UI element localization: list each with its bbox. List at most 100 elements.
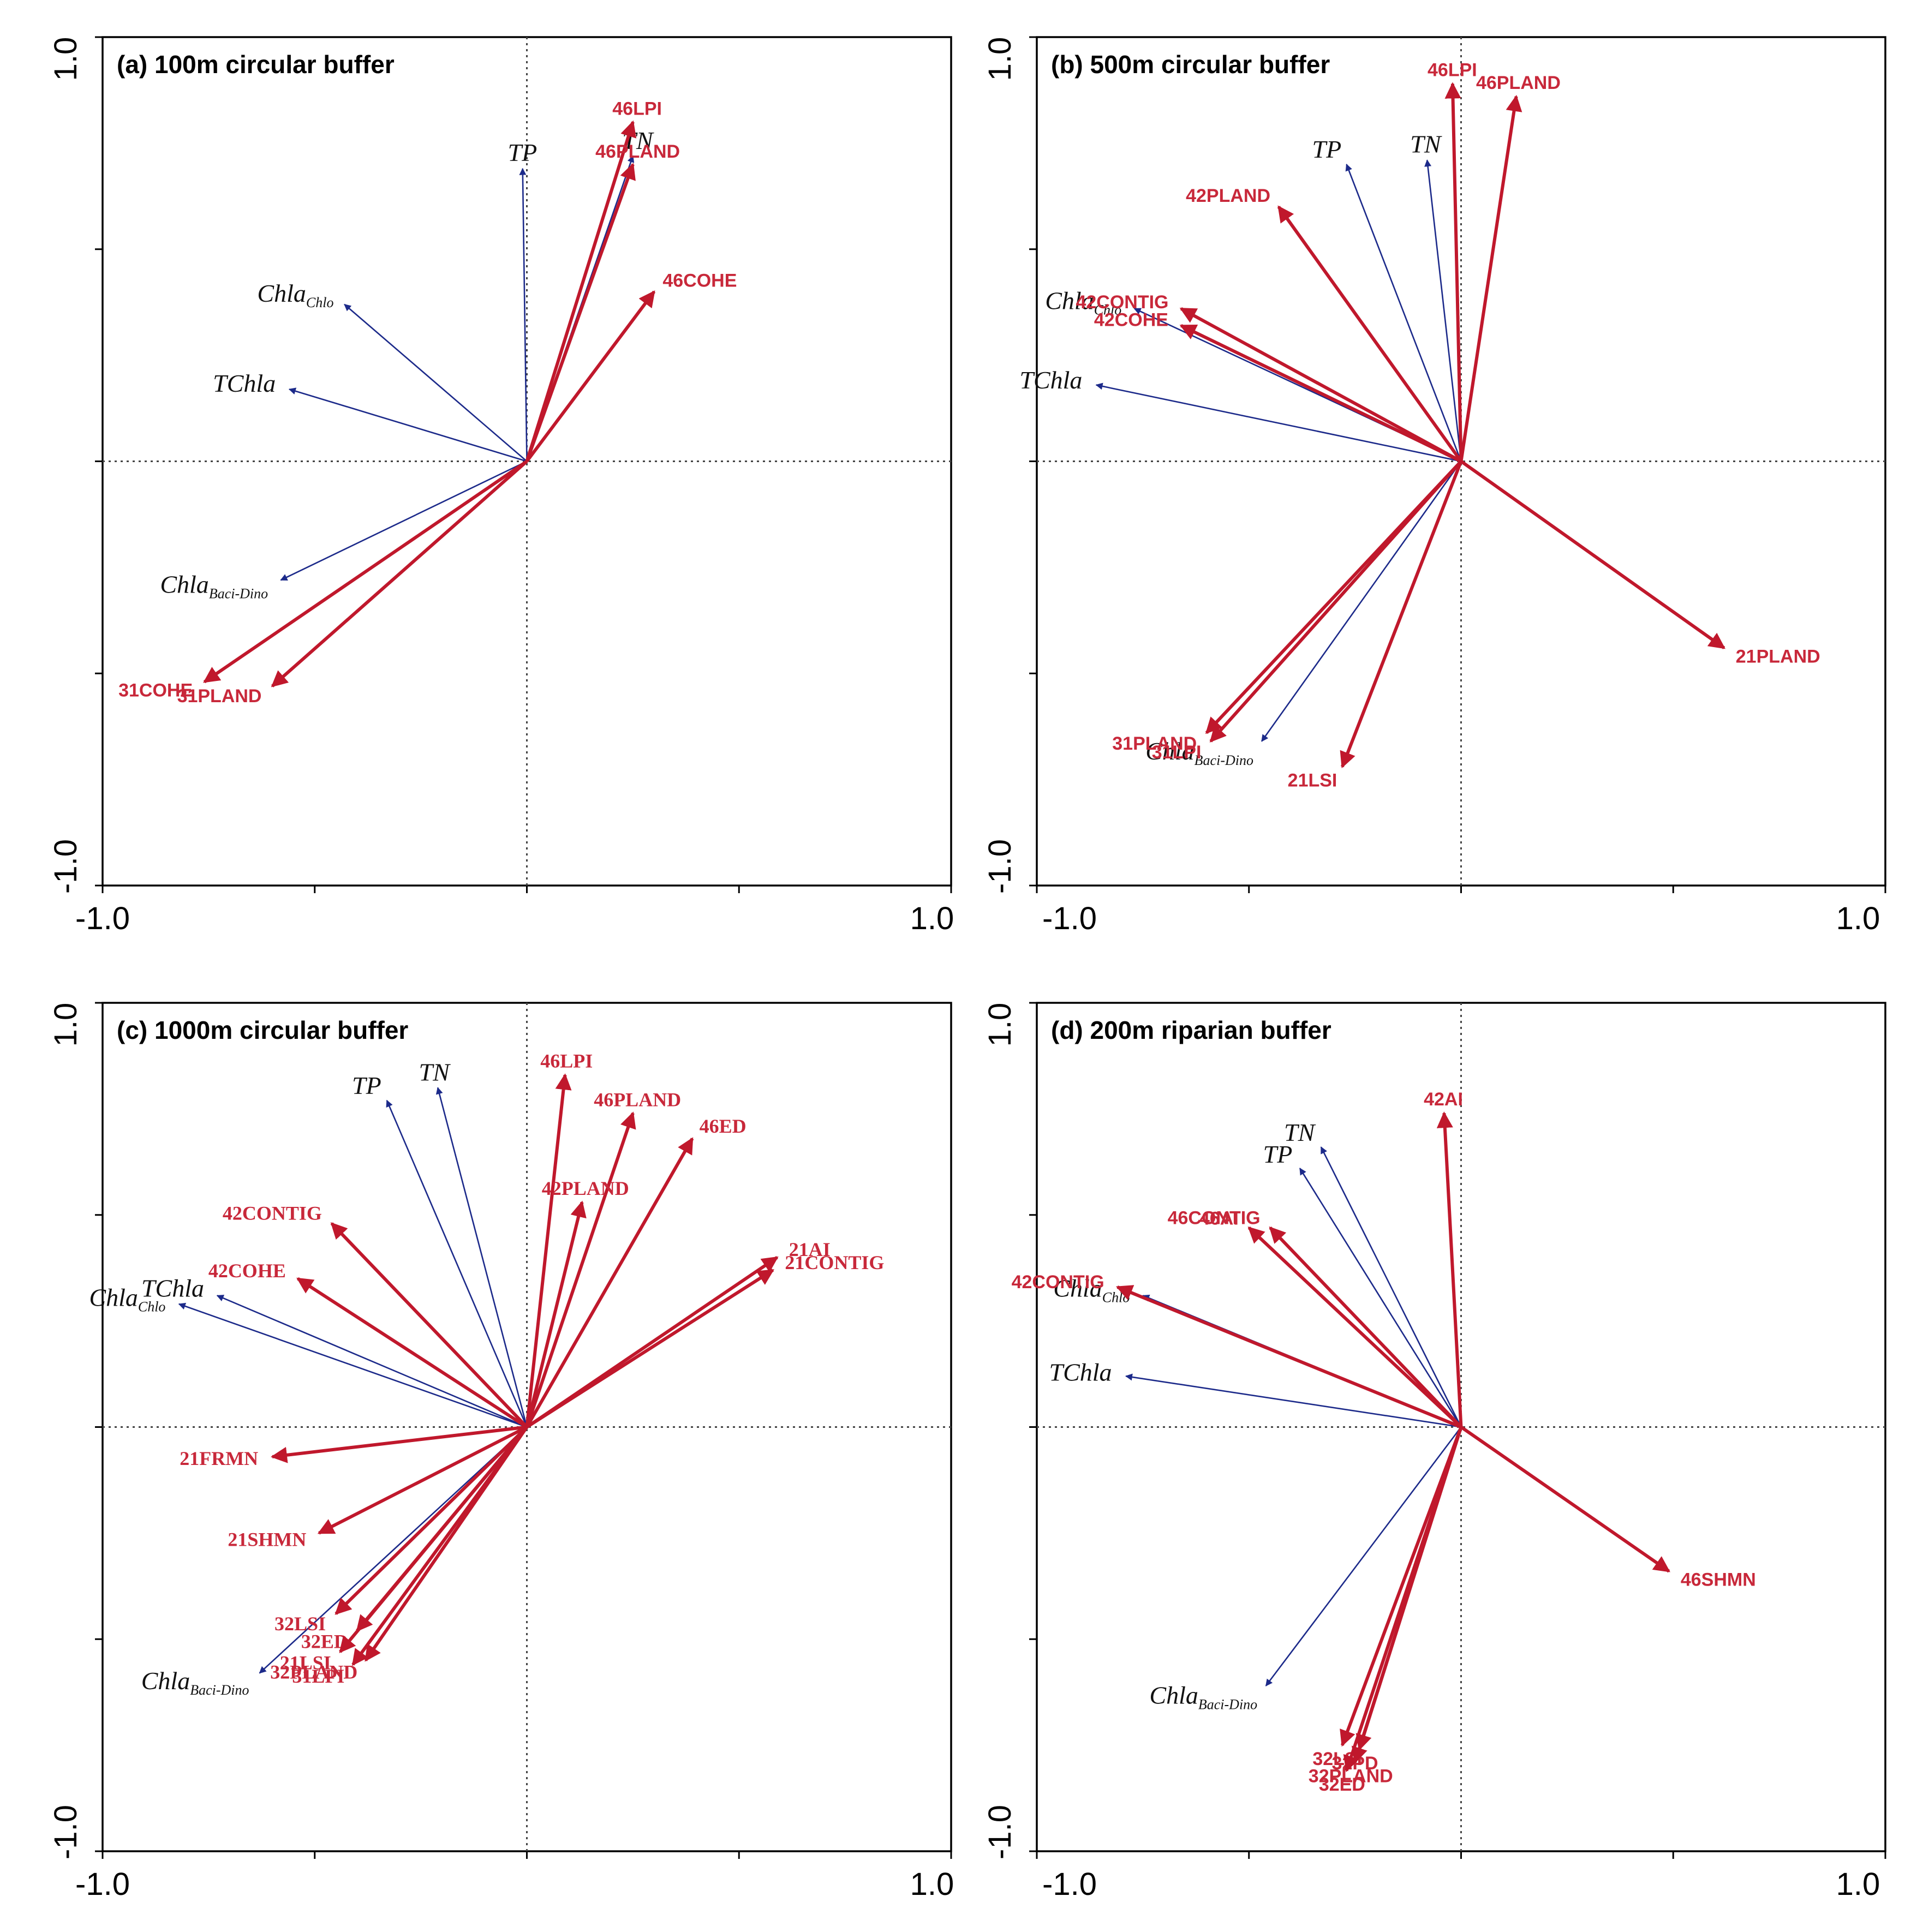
env-label-46shmn: 46SHMN: [1681, 1570, 1756, 1590]
env-arrow-46shmn: [1460, 1426, 1670, 1573]
env-arrow-32ed: [1343, 1426, 1463, 1773]
env-label-42pland: 42PLAND: [542, 1177, 629, 1199]
env-arrow-21frmn: [271, 1425, 527, 1463]
env-label-21pland: 21PLAND: [1736, 647, 1820, 667]
env-arrow-46contig: [1269, 1226, 1462, 1428]
env-label-31lpi: 31LPI: [1152, 742, 1202, 763]
env-label-46pland: 46PLAND: [1476, 73, 1561, 93]
species-name: Chla: [257, 279, 306, 307]
species-label-chla-baci-dino: ChlaBaci-Dino: [160, 571, 268, 602]
panel-b: (b) 500m circular buffer -1.0 1.0 1.0 -1…: [982, 36, 1886, 936]
env-arrow-42contig: [330, 1222, 528, 1428]
env-arrow-21lsi: [1340, 460, 1463, 769]
species-subscript: Baci-Dino: [209, 586, 268, 602]
species-label-tp: TP: [508, 139, 538, 166]
species-label-tp: TP: [352, 1072, 381, 1099]
y-tick-max: 1.0: [982, 37, 1018, 81]
species-label-tchla: TChla: [141, 1274, 204, 1302]
species-name: Chla: [1053, 1275, 1102, 1302]
env-arrow-46lpi: [1444, 82, 1463, 462]
species-arrow-tp: [519, 168, 528, 462]
species-arrow-tn: [1424, 159, 1462, 462]
env-arrow-46pland: [525, 163, 636, 462]
species-label-chla-chlo: ChlaChlo: [1045, 287, 1121, 318]
env-arrow-21contig: [525, 1269, 774, 1429]
species-arrow-tn: [435, 1087, 528, 1427]
env-label-42contig: 42CONTIG: [1076, 292, 1168, 313]
species-name: Chla: [1149, 1682, 1198, 1709]
species-arrow-chla-chlo: [344, 303, 528, 462]
species-name: TP: [508, 139, 538, 166]
env-arrow-42contig: [1115, 1285, 1462, 1429]
y-tick-max: 1.0: [48, 37, 83, 81]
env-label-32lsi: 32LSI: [274, 1613, 326, 1635]
x-tick-max: 1.0: [910, 1867, 954, 1902]
env-label-46pland: 46PLAND: [595, 141, 680, 162]
env-arrow-42pland: [1277, 205, 1462, 463]
env-label-46ed: 46ED: [700, 1115, 746, 1137]
env-label-46lpi: 46LPI: [1428, 60, 1477, 81]
env-arrow-32pland: [364, 1426, 528, 1662]
panel-title: (c) 1000m circular buffer: [117, 1016, 408, 1044]
species-arrow-tchla: [216, 1295, 528, 1428]
species-arrow-chla-baci-dino: [1265, 1426, 1462, 1686]
env-label-21contig: 21CONTIG: [785, 1252, 884, 1273]
species-name: Chla: [1045, 287, 1094, 315]
y-tick-min: -1.0: [982, 839, 1018, 894]
env-arrow-21pland: [1460, 460, 1725, 650]
env-label-42cohe: 42COHE: [1094, 309, 1168, 330]
env-label-42contig: 42CONTIG: [1012, 1272, 1104, 1293]
species-arrow-tp: [1299, 1168, 1462, 1428]
species-name: TP: [1312, 135, 1342, 163]
species-arrow-chla-chlo: [178, 1302, 527, 1428]
species-name: TN: [1410, 130, 1442, 158]
species-arrow-tchla: [1125, 1373, 1461, 1428]
env-arrow-21lsi: [339, 1426, 528, 1653]
env-label-46lpi: 46LPI: [612, 99, 662, 119]
y-tick-max: 1.0: [48, 1003, 83, 1047]
env-label-42contig: 42CONTIG: [223, 1203, 322, 1224]
species-subscript: Baci-Dino: [190, 1682, 249, 1698]
panel-title: (b) 500m circular buffer: [1051, 50, 1330, 79]
species-subscript: Chlo: [306, 295, 334, 310]
species-label-tn: TN: [1410, 130, 1442, 158]
env-arrow-42pland: [525, 1200, 587, 1428]
vectors-layer: TP TNTChlaChlaChloChlaBaci-Dino46LPI46PLA…: [89, 1002, 952, 1859]
env-label-42cohe: 42COHE: [208, 1260, 286, 1282]
species-label-tn: TN: [419, 1058, 451, 1086]
x-tick-min: -1.0: [75, 1867, 130, 1902]
species-name: TChla: [1049, 1358, 1112, 1386]
env-label-32pland: 32PLAND: [270, 1661, 357, 1683]
x-tick-min: -1.0: [75, 901, 130, 936]
species-subscript: Chlo: [1094, 302, 1122, 318]
env-label-46lpi: 46LPI: [540, 1050, 593, 1072]
panel-d: (d) 200m riparian buffer -1.0 1.0 1.0 -1…: [982, 1002, 1886, 1902]
y-tick-min: -1.0: [48, 839, 83, 894]
env-arrow-31pland: [271, 460, 528, 687]
vectors-layer: TP TNChlaChloTChlaChlaBaci-Dino46LPI46PLA…: [1019, 36, 1886, 893]
species-label-chla-baci-dino: ChlaBaci-Dino: [141, 1667, 249, 1698]
env-label-21lsi: 21LSI: [1288, 770, 1337, 791]
species-label-tp: TP: [1312, 135, 1342, 163]
species-name: TN: [419, 1058, 451, 1086]
x-tick-max: 1.0: [910, 901, 954, 936]
env-label-21shmn: 21SHMN: [228, 1529, 306, 1551]
env-label-32ed: 32ED: [1319, 1774, 1365, 1795]
env-label-31pland: 31PLAND: [177, 686, 262, 707]
env-arrow-46pland: [1459, 94, 1522, 462]
env-arrow-46lpi: [525, 1073, 572, 1427]
species-name: Chla: [89, 1283, 138, 1311]
env-arrow-31lpi: [1209, 460, 1462, 743]
species-label-chla-baci-dino: ChlaBaci-Dino: [1145, 737, 1253, 768]
species-subscript: Chlo: [138, 1299, 166, 1314]
vectors-layer: TP TNChlaChloTChlaChlaBaci-Dino46LPI46PLA…: [95, 36, 952, 893]
env-arrow-42cohe: [1179, 324, 1462, 463]
species-arrow-tchla: [1095, 382, 1461, 462]
panel-a: (a) 100m circular buffer -1.0 1.0 1.0 -1…: [48, 36, 954, 936]
panel-c: (c) 1000m circular buffer -1.0 1.0 1.0 -…: [48, 1002, 954, 1902]
env-label-42ai: 42AI: [1424, 1089, 1463, 1110]
species-arrow-tp: [386, 1099, 528, 1428]
x-tick-max: 1.0: [1836, 1867, 1880, 1902]
species-name: Chla: [160, 571, 208, 599]
species-name: TP: [1263, 1140, 1293, 1168]
